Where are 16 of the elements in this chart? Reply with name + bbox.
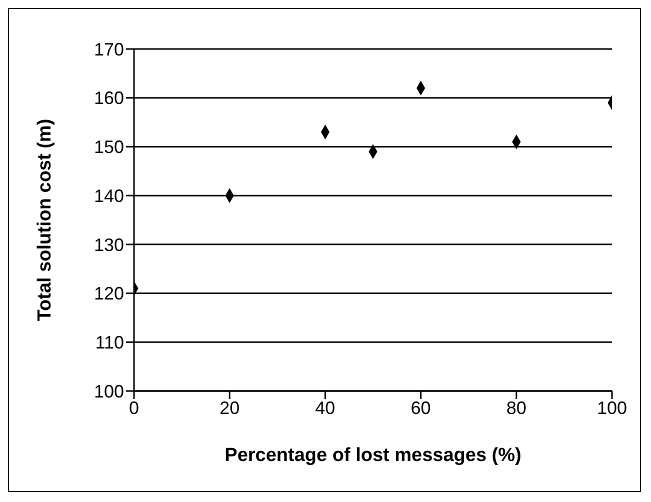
x-tick-label: 20 [220, 398, 240, 418]
x-tick-label: 60 [410, 398, 431, 418]
x-tick-label: 80 [506, 398, 526, 418]
y-tick-label: 100 [94, 381, 124, 402]
y-axis-title: Total solution cost (m) [34, 118, 56, 322]
y-tick-label: 140 [94, 186, 124, 206]
x-tick-label: 100 [596, 398, 628, 418]
y-tick-label: 110 [95, 332, 124, 353]
y-tick-label: 120 [94, 284, 124, 304]
y-tick-label: 150 [94, 137, 124, 158]
y-tick-label: 170 [94, 39, 124, 60]
y-tick-label: 130 [94, 234, 124, 255]
y-tick-label: 160 [94, 88, 124, 108]
x-axis-title: Percentage of lost messages (%) [224, 445, 522, 466]
x-tick-label: 40 [315, 398, 336, 418]
x-tick-label: 0 [128, 398, 140, 418]
